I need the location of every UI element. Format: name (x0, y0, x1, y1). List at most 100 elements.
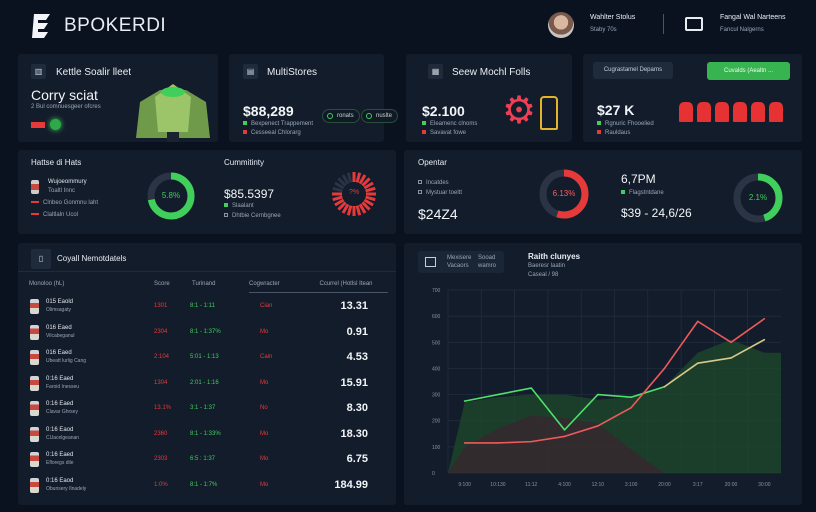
pill-button[interactable]: ronats (322, 109, 360, 123)
chart-subtitle: Baeresr laatin (528, 263, 566, 269)
column-header[interactable]: Cogwracter (249, 281, 305, 293)
secondary-button[interactable]: Cugrastamel Deparns (593, 62, 673, 79)
row-tag: Mo (260, 430, 269, 437)
y-tick-label: 400 (432, 366, 441, 372)
card-title: Seew Mochl Folls (452, 67, 531, 78)
row-tag: Mo (260, 456, 269, 462)
store-icon: ▤ (243, 64, 258, 79)
column-header[interactable]: Turinand (192, 281, 216, 287)
data-point (663, 385, 666, 388)
product-can-icon (30, 426, 39, 442)
account-title: Fangal Wal Narteens (720, 14, 786, 21)
row-tag: No (260, 405, 268, 411)
row-score: 1:0% (154, 481, 168, 488)
row-score: 1304 (154, 379, 168, 386)
figure-icon (540, 96, 558, 130)
chart-tab[interactable]: Mexisere Vacaors Sooad wamro (418, 251, 504, 273)
row-range: 5:01 - 1:13 (190, 354, 219, 360)
user-sub: Staby 70s (590, 27, 617, 33)
data-point (497, 442, 499, 444)
row-tag: Mo (260, 481, 269, 488)
chart-title: Raith clunyes (528, 252, 581, 261)
row-name: 0:16 Eaed (46, 375, 74, 382)
donut-segment (332, 195, 343, 202)
chart-subtitle-2: Caseal / 98 (528, 272, 559, 278)
row-score: 1301 (154, 303, 168, 309)
table-row[interactable]: 0:16 Eaod CUacelgeanan 2360 8:1 - 1:33% … (18, 426, 396, 451)
product-can-icon (30, 350, 39, 365)
column-header[interactable]: Monoloo (hL) (29, 281, 65, 287)
metric-range: $39 - 24,6/26 (621, 206, 692, 220)
red-tool-icon (31, 122, 45, 128)
wallet-icon[interactable] (685, 17, 703, 31)
row-sub: Efloregs dile (46, 460, 74, 466)
legend-item: Cesseeal Chlorarg (243, 130, 301, 136)
x-tick-label: 30:00 (758, 482, 771, 488)
person-icon (733, 102, 747, 122)
row-range: 2:01 - 1:16 (190, 379, 219, 386)
table-row[interactable]: 0:16 Eaed Faroid Inesseu 1304 2:01 - 1:1… (18, 375, 396, 400)
donut-segment (334, 198, 345, 207)
table-row[interactable]: 015 Eaold Olimsagaty 1301 8:1 - 1:11 Cia… (18, 299, 396, 323)
table-icon: ▯ (31, 249, 51, 269)
x-tick-label: 4:100 (558, 482, 571, 488)
person-icon (697, 102, 711, 122)
y-tick-label: 600 (432, 314, 441, 320)
table-row[interactable]: 0:16 Eaed Efloregs dile 2303 6:5 : 1:37 … (18, 452, 396, 476)
donut-segment (346, 205, 353, 216)
card-sub: 2 Bul comnuesgeer ofcres (31, 104, 101, 110)
gear-icon: ⚙ (502, 90, 537, 132)
product-can-icon (30, 299, 39, 314)
y-tick-label: 700 (432, 288, 441, 294)
data-point (730, 341, 732, 344)
data-point (530, 440, 533, 443)
user-name: Wahlter Stolus (590, 14, 636, 21)
x-tick-label: 9:100 (458, 482, 471, 488)
pill-button[interactable]: nuslte (361, 109, 399, 123)
donut-label: 5.8% (161, 191, 181, 200)
y-tick-label: 500 (432, 340, 441, 346)
row-value: 8.30 (346, 402, 368, 414)
row-sub: CUacelgeanan (46, 434, 80, 441)
table-row[interactable]: 0:16 Eaod Obunsery Ilnadely 1:0% 8:1 - 1… (18, 477, 396, 502)
data-point (730, 357, 732, 359)
column-header[interactable]: Ccurrel (Hotlsl Itean (304, 281, 388, 293)
primary-button[interactable]: Cuvalds (Aealtn ... (707, 62, 790, 80)
row-range: 8:1 - 1:11 (190, 303, 215, 309)
product-can-icon (30, 401, 39, 416)
y-tick-label: 200 (432, 419, 441, 425)
row-score: 13.1% (154, 405, 172, 411)
column-header[interactable]: Score (154, 281, 170, 287)
donut-segment (341, 203, 350, 214)
avatar[interactable] (548, 12, 574, 38)
table-row[interactable]: 0:16 Eaed Clavar Ghrsey 13.1% 3:1 - 1:37… (18, 401, 396, 425)
row-name: 015 Eaold (46, 299, 74, 305)
donut-segment (334, 181, 345, 190)
row-name: 0:16 Eaed (46, 401, 74, 407)
card-value: $2.100 (422, 103, 465, 119)
legend-item: Mystuar toeltt (418, 190, 462, 196)
logo[interactable]: BPOKERDI (30, 12, 166, 40)
armor-illustration (136, 84, 210, 142)
product-can-icon (30, 452, 39, 467)
donut-chart (147, 172, 195, 220)
row-value: 18.30 (340, 427, 368, 440)
product-can-icon (30, 477, 39, 493)
can-icon (31, 180, 39, 194)
row-value: 13.31 (340, 300, 368, 312)
row-range: 8:1 - 1:7% (190, 481, 218, 488)
community-title: Cummitinty (224, 158, 265, 167)
data-point (696, 320, 699, 323)
data-point (463, 442, 466, 444)
donut-segment (332, 186, 343, 193)
card-value: $88,289 (243, 103, 294, 119)
table-row[interactable]: 016 Eaed Ubeatt lurlig Cang 2:104 5:01 -… (18, 350, 396, 374)
y-tick-label: 300 (432, 393, 441, 399)
panel-title: Hattse di Hats (31, 158, 82, 167)
legend-item: Bexpenect Trappement (243, 121, 313, 127)
table-row[interactable]: 016 Eaed Vilcabeganul 2304 8:1 - 1:37% M… (18, 324, 396, 349)
item-sub: Toaltl Innc (48, 188, 76, 194)
segment-label: ?% (348, 189, 360, 196)
row-name: 016 Eaed (46, 350, 72, 356)
row-sub: Clavar Ghrsey (46, 409, 78, 415)
